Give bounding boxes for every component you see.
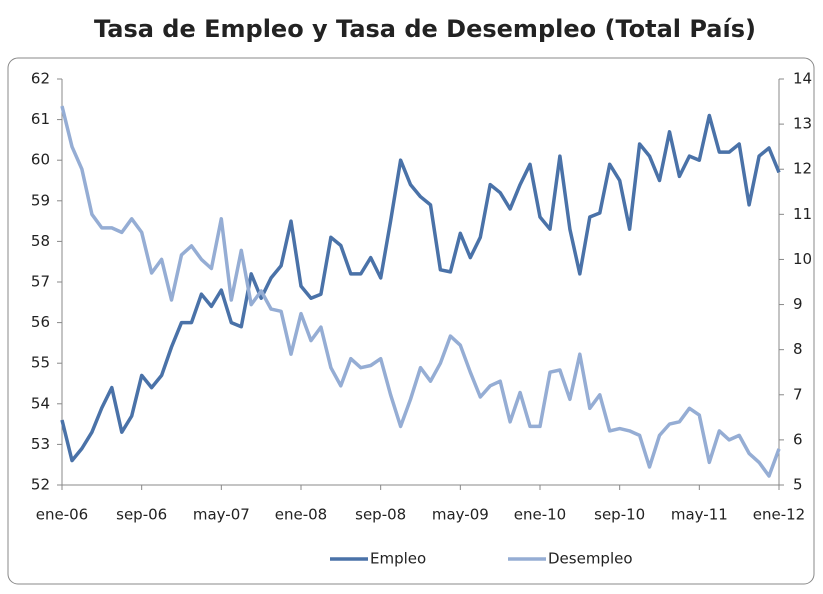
y-tick-label: 62 xyxy=(31,70,50,88)
chart-title: Tasa de Empleo y Tasa de Desempleo (Tota… xyxy=(94,15,756,43)
x-tick-label: ene-06 xyxy=(36,506,88,524)
y-tick-label: 61 xyxy=(31,110,50,128)
x-tick-label: may-11 xyxy=(671,506,728,524)
y-tick-label: 54 xyxy=(31,394,50,412)
x-tick-label: may-09 xyxy=(432,506,489,524)
x-tick-label: sep-06 xyxy=(116,506,167,524)
y-tick-label: 53 xyxy=(31,435,50,453)
x-tick-label: ene-12 xyxy=(753,506,805,524)
y2-tick-label: 11 xyxy=(793,205,812,223)
y-tick-label: 58 xyxy=(31,232,50,250)
y2-tick-label: 10 xyxy=(793,250,812,268)
y2-tick-label: 6 xyxy=(793,430,803,448)
legend-label: Empleo xyxy=(370,550,426,568)
y2-tick-label: 12 xyxy=(793,160,812,178)
x-tick-label: may-07 xyxy=(193,506,250,524)
x-tick-label: sep-10 xyxy=(594,506,645,524)
x-tick-label: ene-10 xyxy=(514,506,566,524)
y2-tick-label: 14 xyxy=(793,70,812,88)
legend-label: Desempleo xyxy=(548,550,633,568)
y2-tick-label: 5 xyxy=(793,476,803,494)
y-tick-label: 52 xyxy=(31,476,50,494)
y-tick-label: 56 xyxy=(31,313,50,331)
x-tick-label: sep-08 xyxy=(355,506,406,524)
y2-tick-label: 7 xyxy=(793,385,803,403)
y2-tick-label: 8 xyxy=(793,340,803,358)
y-tick-label: 55 xyxy=(31,354,50,372)
y2-tick-label: 9 xyxy=(793,295,803,313)
y-tick-label: 60 xyxy=(31,151,50,169)
y2-tick-label: 13 xyxy=(793,115,812,133)
y-tick-label: 57 xyxy=(31,273,50,291)
y-tick-label: 59 xyxy=(31,191,50,209)
series-line xyxy=(62,106,779,476)
x-tick-label: ene-08 xyxy=(275,506,327,524)
